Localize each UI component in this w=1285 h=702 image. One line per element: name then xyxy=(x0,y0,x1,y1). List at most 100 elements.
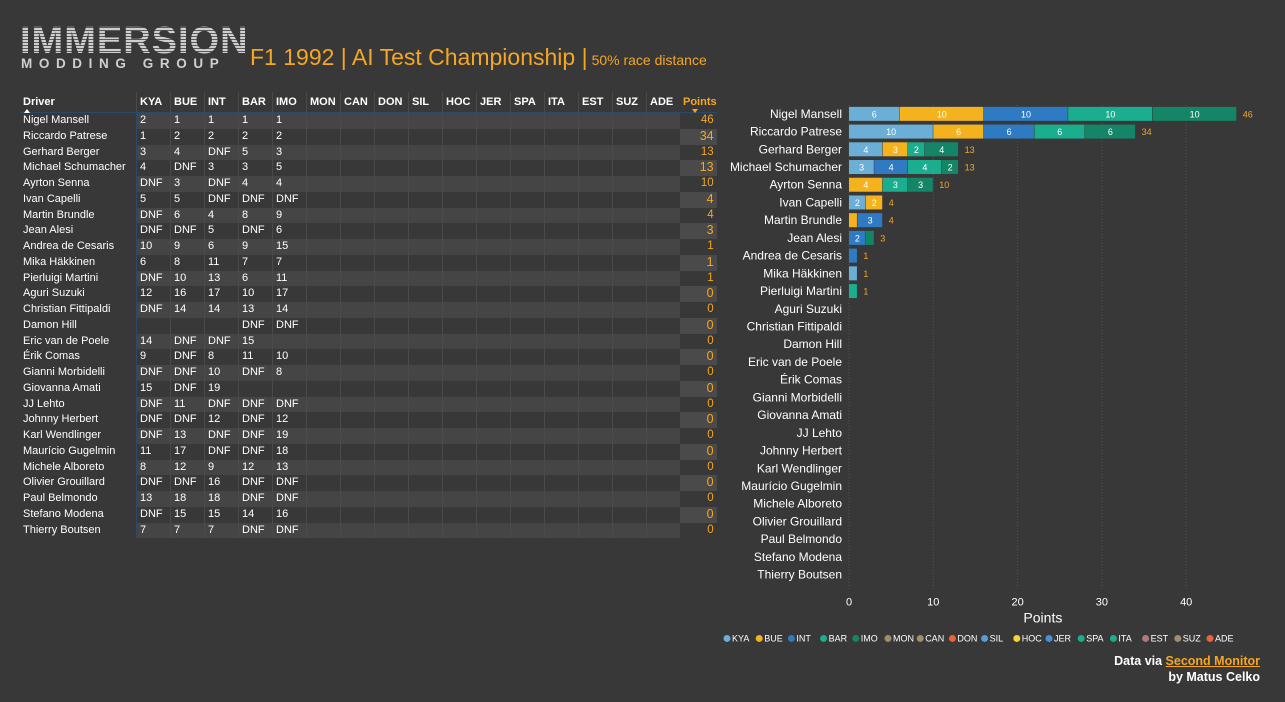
race-result xyxy=(204,317,239,334)
column-header-imo[interactable]: IMO xyxy=(272,92,307,113)
column-header-hoc[interactable]: HOC xyxy=(442,92,477,113)
driver-name: Érik Comas xyxy=(20,349,137,365)
race-result xyxy=(510,491,545,507)
race-result xyxy=(340,522,375,539)
column-header-jer[interactable]: JER xyxy=(476,92,511,113)
race-result xyxy=(476,160,511,176)
race-result xyxy=(510,191,545,208)
segment-label: 2 xyxy=(948,163,953,173)
race-result xyxy=(408,428,443,444)
race-result xyxy=(374,443,409,460)
segment-label: 3 xyxy=(868,216,873,226)
race-result xyxy=(578,475,613,491)
race-result xyxy=(340,191,375,208)
driver-name: Johnny Herbert xyxy=(20,412,137,428)
race-result xyxy=(306,112,341,129)
race-result: 9 xyxy=(272,207,307,224)
race-result xyxy=(578,239,613,255)
race-result xyxy=(340,144,375,161)
race-result xyxy=(442,396,477,413)
legend-swatch xyxy=(1013,634,1021,642)
column-header-bar[interactable]: BAR xyxy=(238,92,273,113)
bar-segment xyxy=(983,106,1068,121)
race-result: 12 xyxy=(170,459,205,476)
race-result xyxy=(306,475,341,491)
legend-label: BAR xyxy=(829,633,848,643)
x-axis-label: Points xyxy=(1023,609,1062,625)
source-link[interactable]: Second Monitor xyxy=(1165,654,1260,668)
race-result xyxy=(544,380,579,397)
race-result xyxy=(544,365,579,381)
driver-name: Gerhard Berger xyxy=(20,144,137,161)
race-result xyxy=(442,349,477,365)
column-header-don[interactable]: DON xyxy=(374,92,409,113)
race-result: 8 xyxy=(272,365,307,381)
race-result: 8 xyxy=(204,349,239,365)
race-result xyxy=(476,443,511,460)
immersion-logo: IMMERSION MODDING GROUP xyxy=(20,22,248,71)
column-header-can[interactable]: CAN xyxy=(340,92,375,113)
segment-label: 2 xyxy=(872,198,877,208)
sort-asc-icon[interactable] xyxy=(24,109,30,113)
legend-label: HOC xyxy=(1022,633,1043,643)
race-result: 12 xyxy=(272,412,307,428)
column-header-sil[interactable]: SIL xyxy=(408,92,443,113)
race-result xyxy=(510,380,545,397)
race-result xyxy=(612,365,647,381)
race-result xyxy=(374,207,409,224)
race-result: DNF xyxy=(204,443,239,460)
race-result xyxy=(544,286,579,302)
driver-points: 0 xyxy=(707,366,714,378)
race-result xyxy=(408,380,443,397)
race-result xyxy=(408,112,443,129)
column-header-ade[interactable]: ADE xyxy=(646,92,680,113)
column-header-int[interactable]: INT xyxy=(204,92,239,113)
race-result: DNF xyxy=(204,144,239,161)
column-header-mon[interactable]: MON xyxy=(306,92,341,113)
race-result xyxy=(442,223,477,239)
race-result xyxy=(306,349,341,365)
legend-swatch xyxy=(884,634,892,642)
race-result xyxy=(340,270,375,287)
race-result: 4 xyxy=(204,207,239,224)
race-result: 11 xyxy=(272,270,307,287)
race-result: DNF xyxy=(204,396,239,413)
race-result xyxy=(510,302,545,318)
race-result xyxy=(476,365,511,381)
race-result xyxy=(612,144,647,161)
race-result: DNF xyxy=(238,522,273,539)
column-header-spa[interactable]: SPA xyxy=(510,92,545,113)
race-result xyxy=(612,412,647,428)
race-result xyxy=(612,191,647,208)
legend-label: EST xyxy=(1151,633,1169,643)
driver-name: Michele Alboreto xyxy=(20,459,137,476)
race-result xyxy=(306,365,341,381)
column-header-est[interactable]: EST xyxy=(578,92,613,113)
race-result: DNF xyxy=(170,223,205,239)
race-result xyxy=(510,396,545,413)
race-result: 5 xyxy=(136,191,171,208)
bar-segment xyxy=(924,142,959,157)
column-header-suz[interactable]: SUZ xyxy=(612,92,647,113)
sort-desc-icon[interactable] xyxy=(692,109,698,113)
race-result: DNF xyxy=(272,491,307,507)
race-result xyxy=(510,475,545,491)
column-header-kya[interactable]: KYA xyxy=(136,92,171,113)
column-header-ita[interactable]: ITA xyxy=(544,92,579,113)
column-header-bue[interactable]: BUE xyxy=(170,92,205,113)
driver-points: 0 xyxy=(707,303,714,315)
column-header-driver[interactable]: Driver xyxy=(20,92,137,113)
bar-segment xyxy=(1068,106,1152,121)
race-result: 14 xyxy=(170,302,205,318)
race-result: 18 xyxy=(272,443,307,460)
race-result xyxy=(306,396,341,413)
race-result xyxy=(476,475,511,491)
table-row: Mika Häkkinen 6 8 11 7 7 1 xyxy=(20,254,717,271)
race-result xyxy=(442,333,477,350)
race-result: 2 xyxy=(238,128,273,145)
race-result xyxy=(306,506,341,523)
segment-label: 4 xyxy=(939,145,944,155)
race-result: DNF xyxy=(238,365,273,381)
column-header-points[interactable]: Points xyxy=(680,92,717,113)
race-result xyxy=(408,396,443,413)
